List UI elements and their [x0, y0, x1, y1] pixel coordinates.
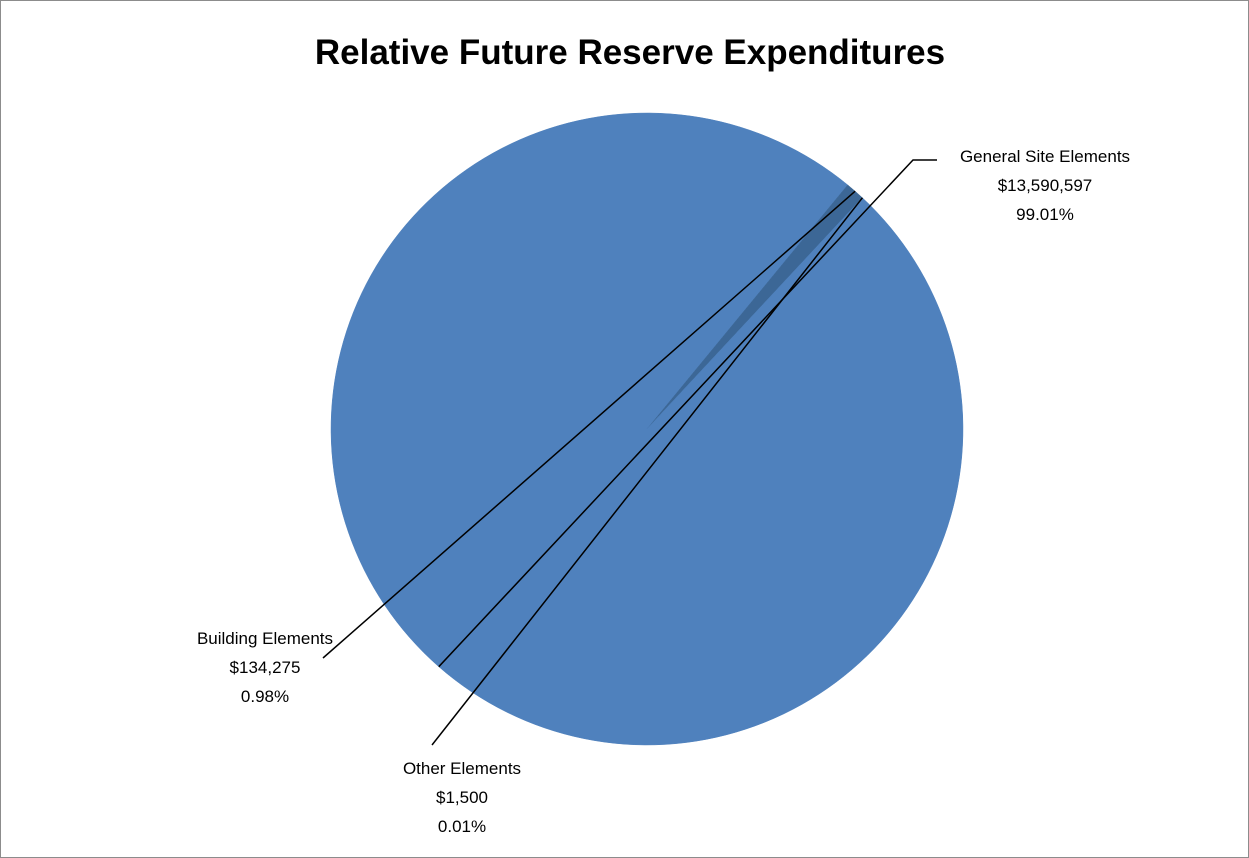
slice-percent-label: 99.01% [1016, 205, 1074, 224]
slice-name-label: Other Elements [403, 759, 521, 778]
leader-line [322, 190, 856, 659]
slice-name-label: Building Elements [197, 629, 333, 648]
leader-line [438, 159, 937, 668]
slice-value-label: $13,590,597 [998, 176, 1093, 195]
slice-value-label: $134,275 [230, 658, 301, 677]
leader-line [431, 197, 864, 746]
slice-value-label: $1,500 [436, 788, 488, 807]
data-labels: General Site Elements $13,590,597 99.01% Bu… [197, 147, 1130, 836]
slice-name-label: General Site Elements [960, 147, 1130, 166]
chart-title: Relative Future Reserve Expenditures [315, 33, 945, 72]
slice-percent-label: 0.98% [241, 687, 289, 706]
slice-percent-label: 0.01% [438, 817, 486, 836]
